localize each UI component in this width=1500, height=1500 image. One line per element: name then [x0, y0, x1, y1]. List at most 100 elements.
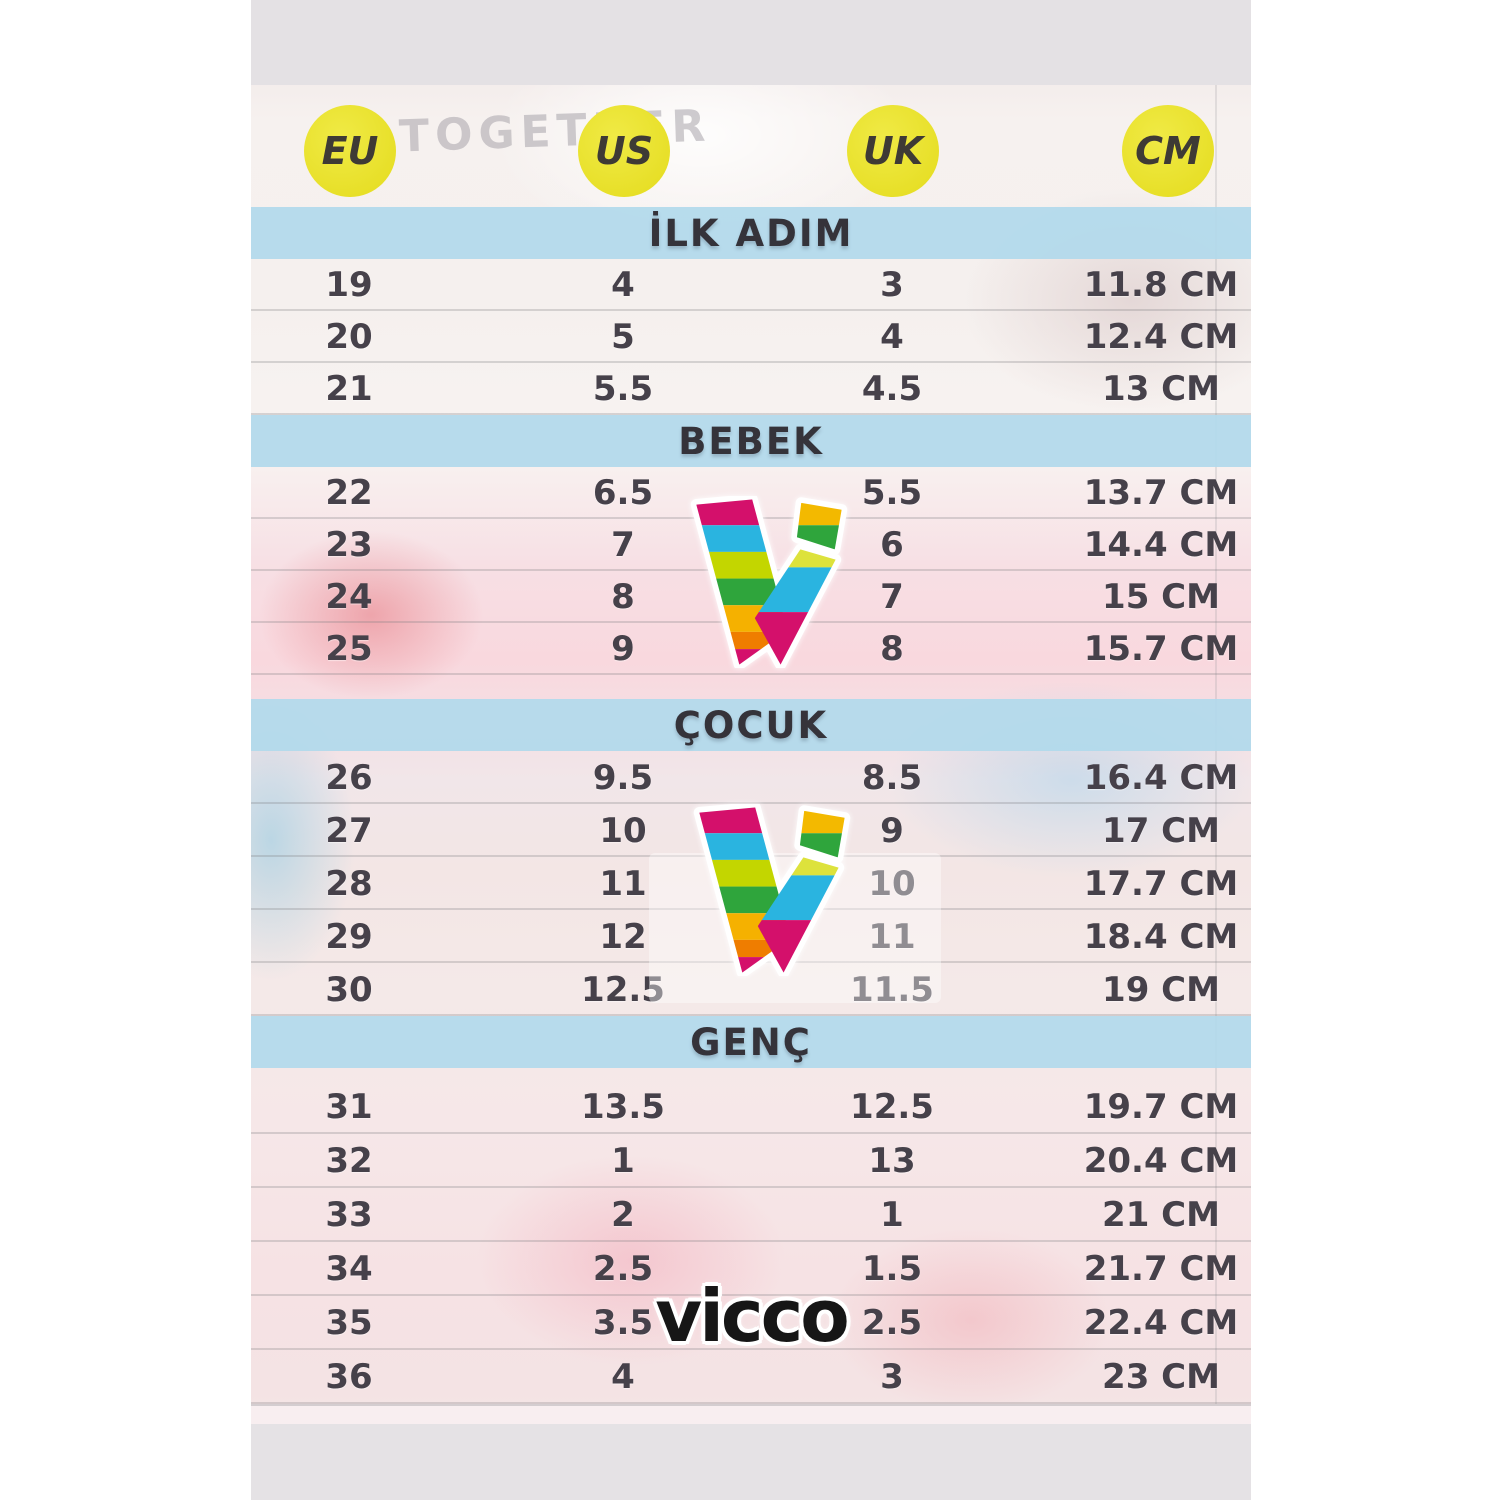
eu-value: 31	[325, 1087, 373, 1127]
cm-value: 19.7 CM	[1083, 1087, 1239, 1127]
section-header: İLK ADIM	[251, 207, 1251, 259]
vicco-wordmark: vicco	[655, 1274, 849, 1358]
eu-value: 25	[325, 629, 373, 669]
us-value: 2.5	[592, 1249, 654, 1289]
vicco-v-logo	[693, 804, 851, 976]
size-row: 35 3.5 2.5 22.4 CM	[251, 1296, 1251, 1350]
uk-value: 5.5	[861, 473, 923, 513]
uk-value: 4.5	[861, 369, 923, 409]
column-header-eu-label: EU	[321, 129, 379, 173]
cm-value: 11.8 CM	[1083, 265, 1239, 305]
uk-value: 8.5	[861, 757, 923, 798]
size-row: 26 9.5 8.5 16.4 CM	[251, 751, 1251, 804]
size-row: 31 13.5 12.5 19.7 CM	[251, 1080, 1251, 1134]
size-section: ÇOCUK 26 9.5 8.5 16.4 CM 27 10 9 17 CM 28 11 10 17.7…	[251, 699, 1251, 1016]
cm-value: 21.7 CM	[1083, 1249, 1239, 1289]
us-value: 8	[611, 577, 635, 617]
uk-value: 2.5	[861, 1303, 923, 1343]
size-row: 25 9 8 15.7 CM	[251, 623, 1251, 675]
eu-value: 32	[325, 1141, 373, 1181]
uk-value: 9	[880, 810, 904, 851]
cm-value: 20.4 CM	[1083, 1141, 1239, 1181]
cm-value: 17.7 CM	[1083, 863, 1239, 904]
eu-value: 22	[325, 473, 373, 513]
vicco-v-logo	[690, 496, 848, 668]
size-row: 34 2.5 1.5 21.7 CM	[251, 1242, 1251, 1296]
us-value: 1	[611, 1141, 635, 1181]
size-row: 30 12.5 11.5 19 CM	[251, 963, 1251, 1016]
column-header-uk-label: UK	[862, 129, 924, 173]
eu-value: 21	[325, 369, 373, 409]
us-value: 11	[599, 863, 647, 904]
us-value: 2	[611, 1195, 635, 1235]
size-row: 21 5.5 4.5 13 CM	[251, 363, 1251, 415]
cm-value: 15 CM	[1102, 577, 1220, 617]
us-value: 4	[611, 265, 635, 305]
eu-value: 29	[325, 916, 373, 957]
uk-value: 4	[880, 317, 904, 357]
cm-value: 14.4 CM	[1083, 525, 1239, 565]
background-photo: TOGETHER EU US UK CM İLK ADIM 19 4 3 11.8 CM…	[251, 0, 1251, 1500]
cm-value: 13.7 CM	[1083, 473, 1239, 513]
eu-value: 28	[325, 863, 373, 904]
cm-value: 13 CM	[1102, 369, 1220, 409]
section-rows: 26 9.5 8.5 16.4 CM 27 10 9 17 CM 28 11 10 17.7 CM 29…	[251, 751, 1251, 1016]
eu-value: 33	[325, 1195, 373, 1235]
cm-value: 15.7 CM	[1083, 629, 1239, 669]
uk-value: 11.5	[850, 969, 934, 1010]
size-row: 19 4 3 11.8 CM	[251, 259, 1251, 311]
cm-value: 17 CM	[1102, 810, 1220, 851]
us-value: 9.5	[592, 757, 654, 798]
eu-value: 27	[325, 810, 373, 851]
size-section: İLK ADIM 19 4 3 11.8 CM 20 5 4 12.4 CM 21 5.5 4.5 13…	[251, 207, 1251, 415]
eu-value: 19	[325, 265, 373, 305]
eu-value: 20	[325, 317, 373, 357]
uk-value: 12.5	[850, 1087, 934, 1127]
top-gray-band	[251, 0, 1251, 85]
uk-value: 3	[880, 1357, 904, 1397]
uk-value: 6	[880, 525, 904, 565]
cm-value: 18.4 CM	[1083, 916, 1239, 957]
size-row: 36 4 3 23 CM	[251, 1350, 1251, 1404]
eu-value: 36	[325, 1357, 373, 1397]
cm-value: 16.4 CM	[1083, 757, 1239, 798]
uk-value: 1	[880, 1195, 904, 1235]
uk-value: 7	[880, 577, 904, 617]
eu-value: 35	[325, 1303, 373, 1343]
eu-value: 23	[325, 525, 373, 565]
uk-value: 8	[880, 629, 904, 669]
section-rows: 19 4 3 11.8 CM 20 5 4 12.4 CM 21 5.5 4.5 13 CM	[251, 259, 1251, 415]
eu-value: 26	[325, 757, 373, 798]
cm-value: 12.4 CM	[1083, 317, 1239, 357]
cm-value: 23 CM	[1102, 1357, 1220, 1397]
us-value: 6.5	[592, 473, 654, 513]
size-row: 33 2 1 21 CM	[251, 1188, 1251, 1242]
us-value: 9	[611, 629, 635, 669]
section-rows: 31 13.5 12.5 19.7 CM 32 1 13 20.4 CM 33 2 1 21 CM 34…	[251, 1080, 1251, 1404]
us-value: 3.5	[592, 1303, 654, 1343]
size-table: İLK ADIM 19 4 3 11.8 CM 20 5 4 12.4 CM 21 5.5 4.5 13…	[251, 207, 1251, 1404]
us-value: 5.5	[592, 369, 654, 409]
cm-value: 22.4 CM	[1083, 1303, 1239, 1343]
us-value: 10	[599, 810, 647, 851]
uk-value: 1.5	[861, 1249, 923, 1289]
us-value: 12.5	[581, 969, 665, 1010]
column-header-cm: CM	[1122, 105, 1214, 197]
eu-value: 30	[325, 969, 373, 1010]
uk-value: 11	[868, 916, 916, 957]
us-value: 4	[611, 1357, 635, 1397]
column-header-us-label: US	[594, 129, 654, 173]
cm-value: 19 CM	[1102, 969, 1220, 1010]
eu-value: 34	[325, 1249, 373, 1289]
size-row: 20 5 4 12.4 CM	[251, 311, 1251, 363]
column-header-us: US	[578, 105, 670, 197]
size-row: 32 1 13 20.4 CM	[251, 1134, 1251, 1188]
pink-strip	[251, 1404, 1251, 1426]
eu-value: 24	[325, 577, 373, 617]
bottom-gray-band	[251, 1424, 1251, 1500]
section-header: BEBEK	[251, 415, 1251, 467]
uk-value: 3	[880, 265, 904, 305]
uk-value: 13	[868, 1141, 916, 1181]
cm-value: 21 CM	[1102, 1195, 1220, 1235]
